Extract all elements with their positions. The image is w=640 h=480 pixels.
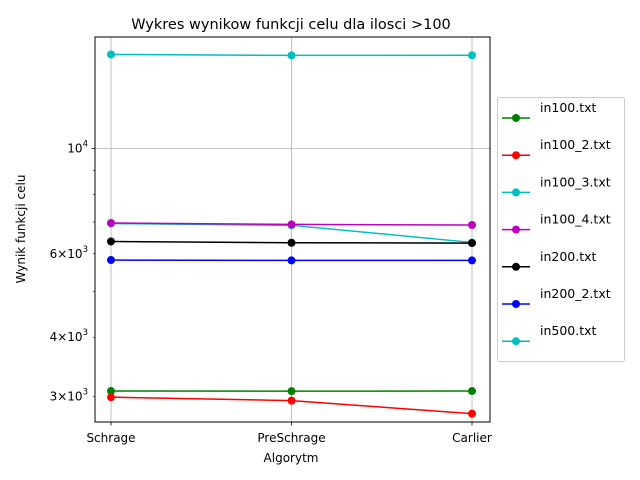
legend-label: in100_3.txt [540,174,611,189]
x-axis-label: Algorytm [264,451,319,465]
legend-box [497,97,625,362]
data-point [287,51,296,60]
legend-marker [512,337,520,346]
data-point [107,218,115,227]
legend-marker [512,225,520,234]
legend-entry: in100_2.txt [502,137,611,160]
data-point [287,387,296,396]
chart-title: Wykres wynikow funkcji celu dla ilosci >… [131,17,451,33]
legend-marker [512,188,520,197]
legend: in100.txt in100_2.txt in100_3.txt in100_4.t… [497,97,625,362]
legend-marker [512,262,520,271]
legend-entry: in100_4.txt [502,212,611,234]
plot-frame [94,36,491,423]
legend-entry: in100.txt [502,100,597,122]
y-axis: 104 3×103 4×103 6×103 [50,140,95,403]
data-point [287,238,296,247]
data-point [107,387,115,396]
legend-entry: in500.txt [502,323,597,346]
x-tick-label: Schrage [86,431,135,445]
data-point [107,256,115,265]
legend-marker [512,151,520,160]
data-point [468,51,476,60]
plot-area [95,37,490,422]
legend-label: in200.txt [540,249,597,264]
legend-marker [512,114,520,122]
series-in100_4.txt [107,218,476,230]
x-tick-label: Carlier [452,431,492,445]
series-in100_2.txt [107,393,476,418]
data-point [468,256,476,265]
legend-marker [512,300,520,308]
series-layer [107,50,476,418]
x-tick-label: PreSchrage [257,431,325,445]
legend-entry: in100_3.txt [502,174,611,197]
legend-label: in100.txt [540,100,597,115]
y-tick-label: 4×103 [50,328,88,344]
legend-entry: in200.txt [502,249,597,271]
grid [95,37,490,422]
y-tick-label: 3×103 [50,387,88,403]
data-point [107,393,115,402]
series-in200.txt [107,237,476,248]
legend-label: in500.txt [540,323,597,338]
series-in500.txt [107,50,476,60]
legend-label: in200_2.txt [540,286,611,301]
data-point [107,237,115,246]
series-in100.txt [107,387,476,396]
data-point [468,239,476,248]
data-point [468,387,476,396]
y-tick-label: 104 [67,140,88,156]
y-tick-label: 6×103 [50,245,88,261]
x-axis: Schrage PreSchrage Carlier [86,422,492,445]
series-in200_2.txt [107,256,476,265]
legend-entry: in200_2.txt [502,286,611,308]
data-point [287,220,296,229]
legend-label: in100_4.txt [540,212,611,227]
data-point [287,256,296,265]
data-point [468,409,476,418]
y-axis-label: Wynik funkcji celu [14,175,28,284]
legend-label: in100_2.txt [540,137,611,152]
data-point [468,221,476,230]
data-point [287,396,296,405]
data-point [107,50,115,59]
